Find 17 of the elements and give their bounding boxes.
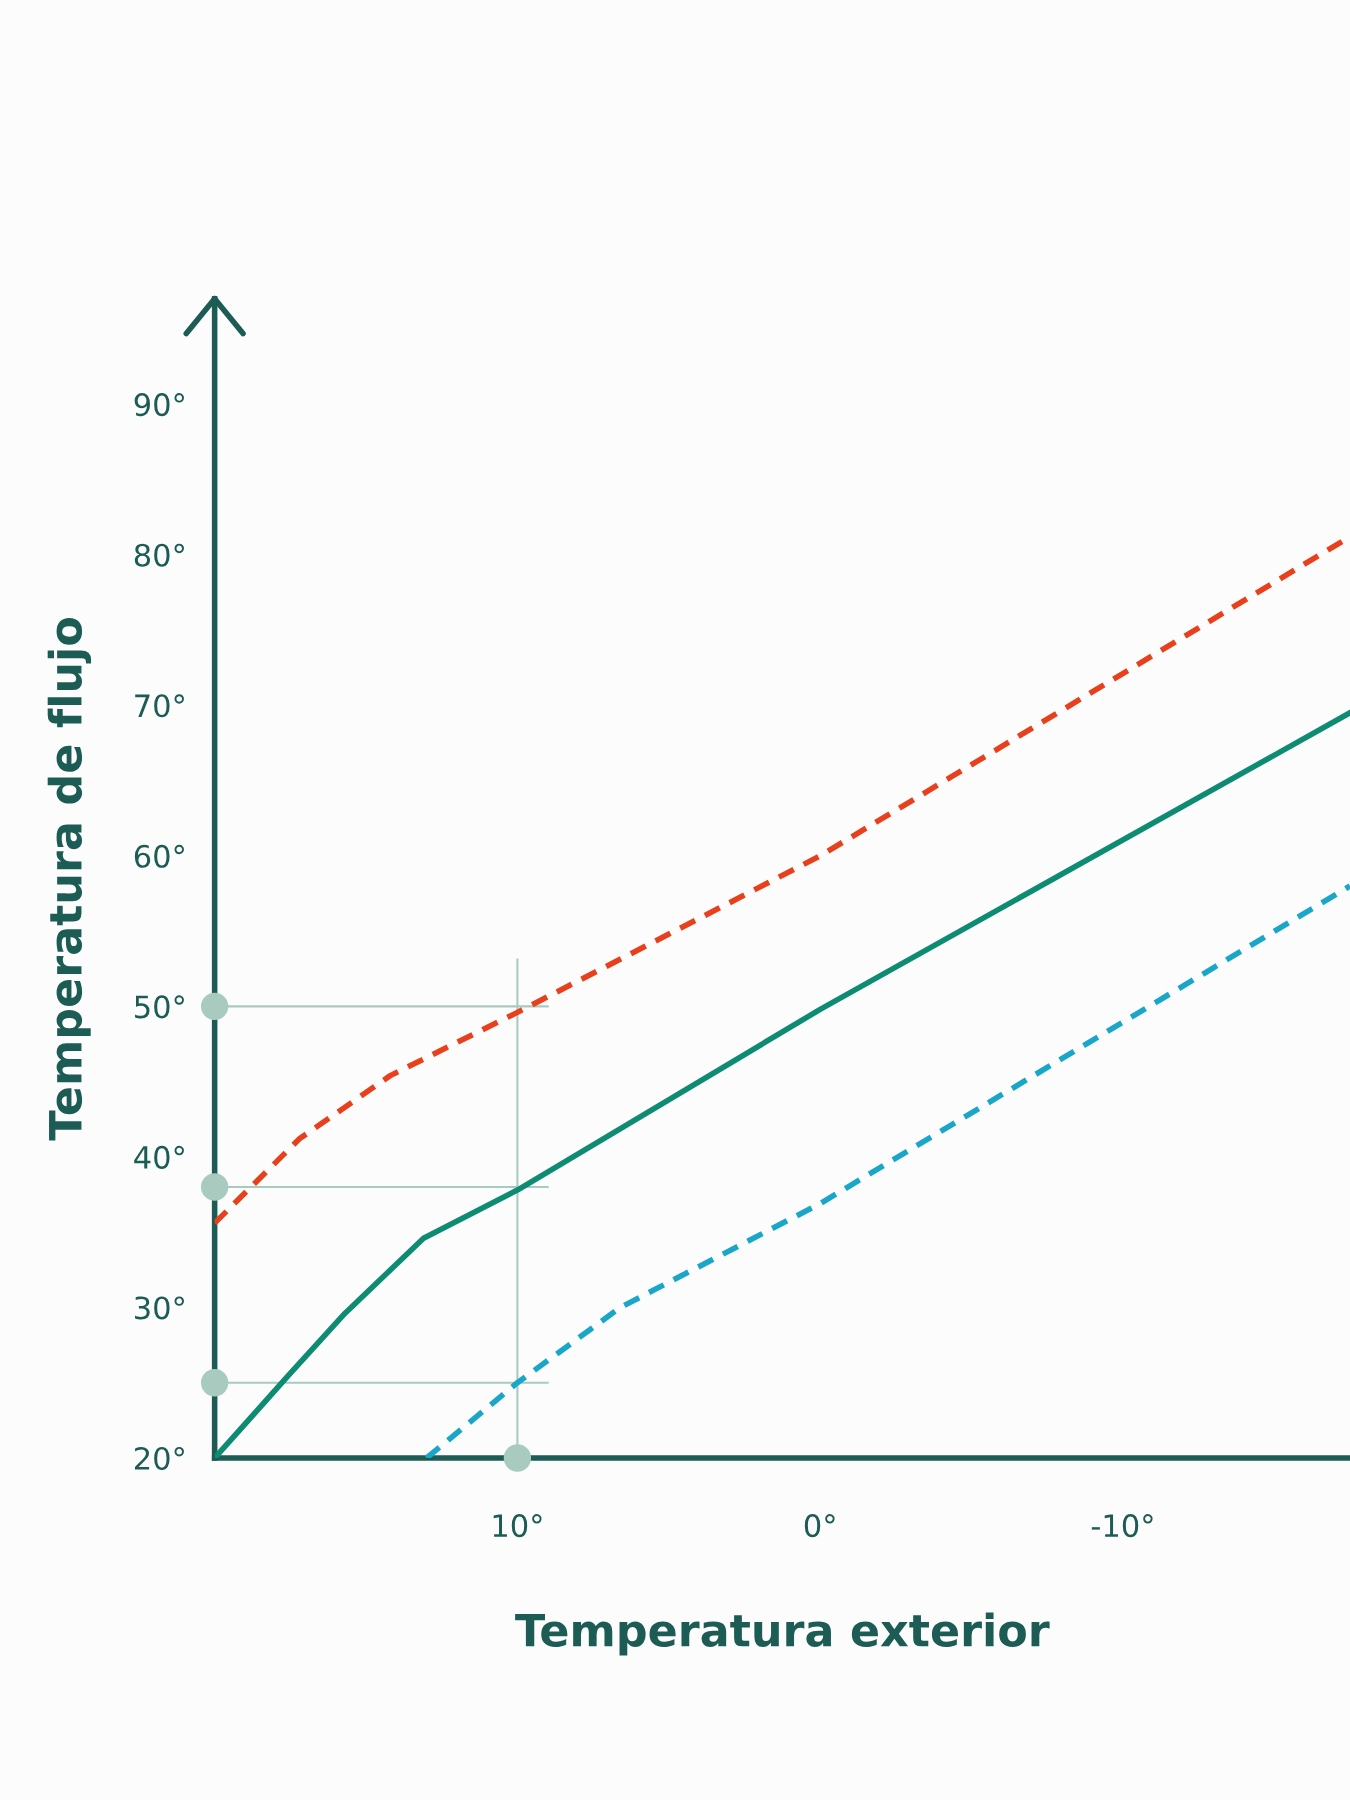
x-tick-label: 10° xyxy=(493,1514,542,1538)
y-tick-label: 60° xyxy=(134,844,184,868)
y-tick-label: 30° xyxy=(135,1296,184,1320)
x-axis-title: Temperatura exterior xyxy=(515,1612,1050,1656)
point xyxy=(503,1444,532,1472)
y-tick-label: 20° xyxy=(134,1446,184,1471)
y-tick-label: 50° xyxy=(135,995,184,1019)
y-axis-title: Temperatura de flujo xyxy=(47,618,92,1141)
y-tick-label: 70° xyxy=(135,694,184,718)
x-tick-label: -10° xyxy=(1091,1514,1153,1538)
y-tick-label: 90° xyxy=(134,393,184,417)
point xyxy=(200,1369,229,1397)
point xyxy=(200,992,229,1021)
y-tick-label: 80° xyxy=(134,543,184,567)
point xyxy=(200,1173,229,1201)
y-tick-label: 40° xyxy=(134,1145,184,1169)
x-tick-label: 0° xyxy=(804,1514,835,1538)
